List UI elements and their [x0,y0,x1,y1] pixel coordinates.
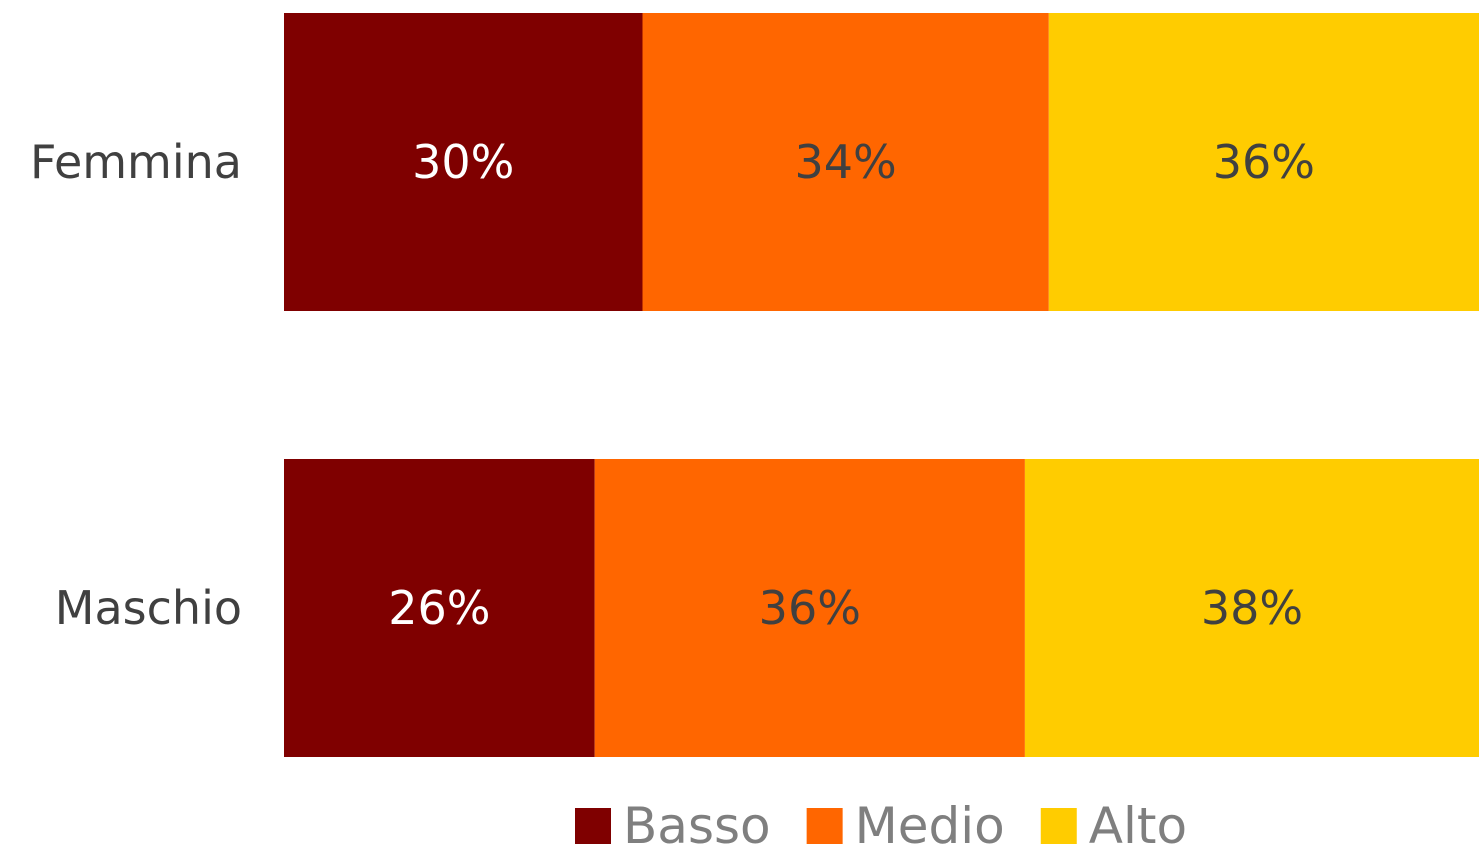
category-label-maschio: Maschio [55,581,242,635]
legend: Basso Medio Alto [575,797,1187,848]
bar-labels: 30% 34% 36% 26% 36% 38% [388,135,1315,635]
legend-label-basso: Basso [623,797,771,848]
legend-swatch-alto [1040,808,1077,844]
legend-label-alto: Alto [1089,797,1187,848]
data-label-basso-femmina: 30% [412,135,514,189]
bar-medio-maschio [594,459,1025,757]
data-label-medio-maschio: 36% [759,581,861,635]
category-label-femmina: Femmina [30,135,242,189]
bar-alto-maschio [1024,459,1479,757]
data-label-basso-maschio: 26% [388,581,490,635]
bar-basso-maschio [284,459,595,757]
legend-item-basso: Basso [575,797,771,848]
data-label-alto-maschio: 38% [1201,581,1303,635]
legend-item-alto: Alto [1040,797,1187,848]
category-labels: Femmina Maschio [30,135,242,635]
data-label-medio-femmina: 34% [795,135,897,189]
legend-item-medio: Medio [806,797,1005,848]
legend-swatch-basso [575,808,611,844]
bar-basso-femmina [284,13,643,311]
bars [284,13,1479,757]
legend-label-medio: Medio [855,797,1005,848]
bar-alto-femmina [1048,13,1479,311]
bar-medio-femmina [642,13,1049,311]
data-label-alto-femmina: 36% [1213,135,1315,189]
legend-swatch-medio [806,808,843,844]
